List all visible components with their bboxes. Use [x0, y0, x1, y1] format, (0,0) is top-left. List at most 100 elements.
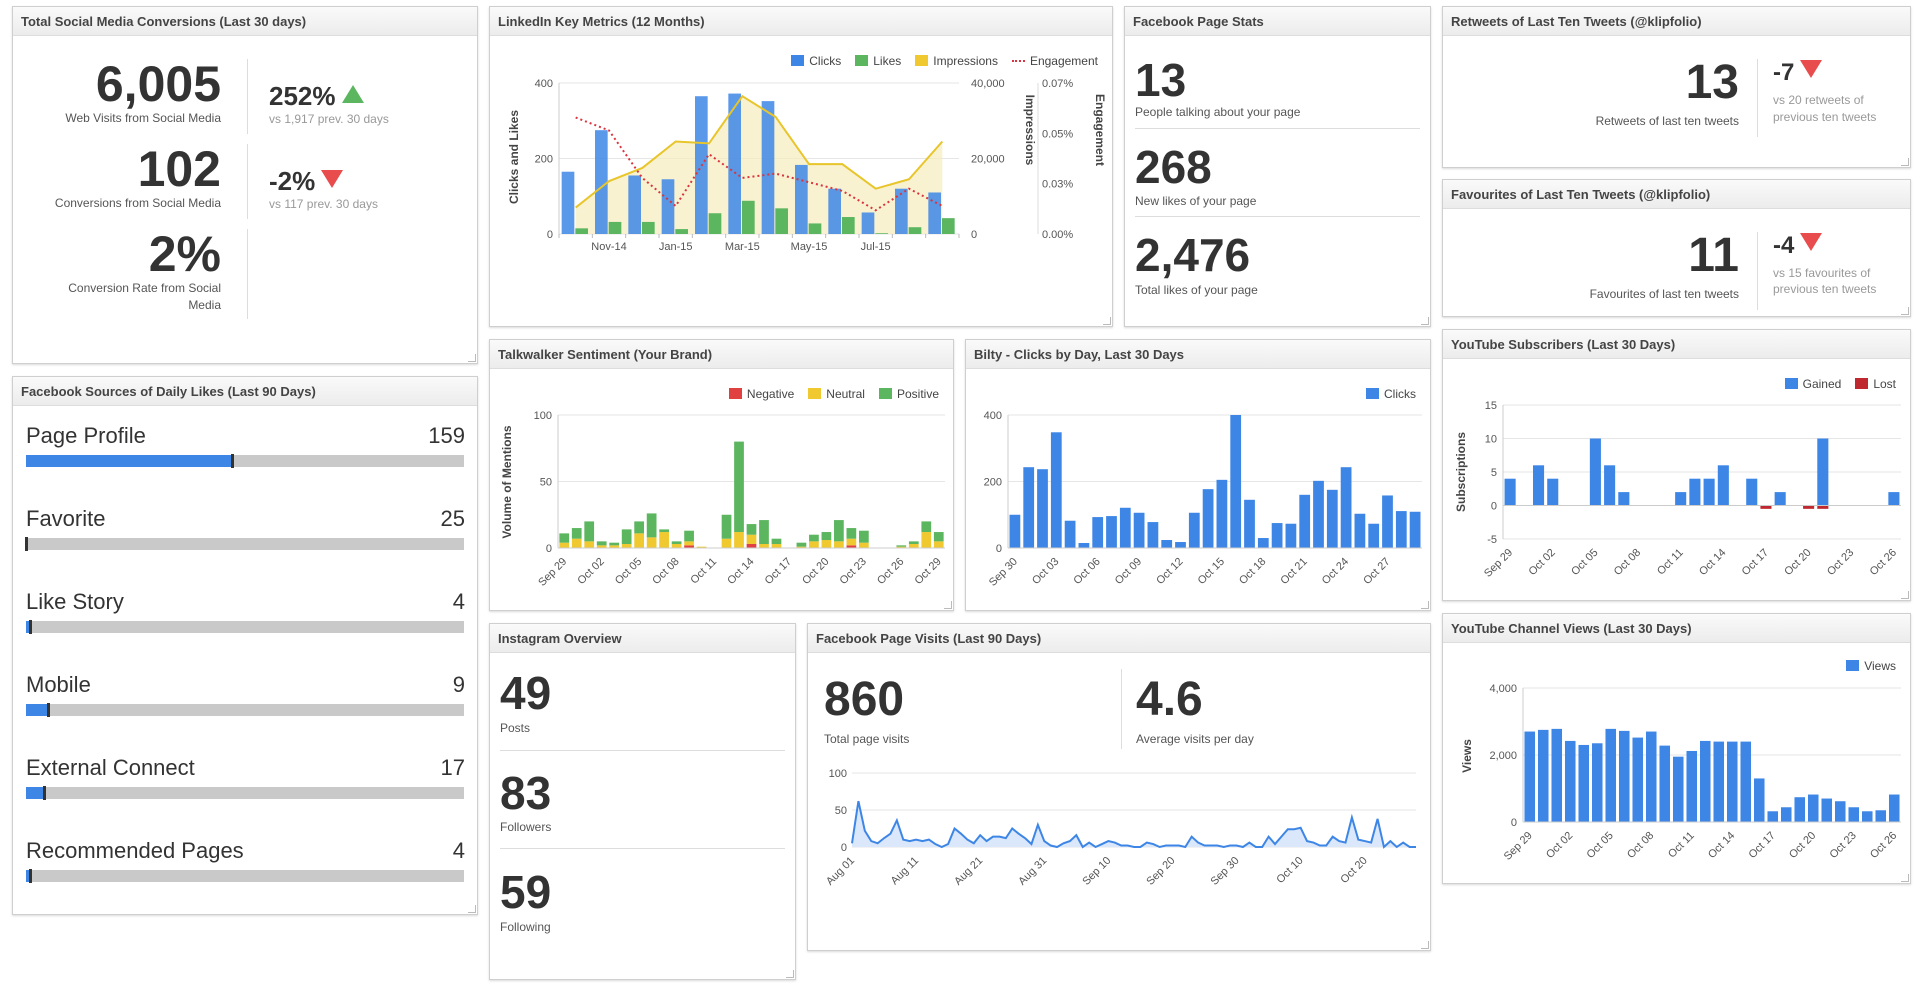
down-arrow-icon: [321, 170, 344, 188]
bar-neutral: [771, 544, 782, 548]
bar-views: [1740, 741, 1752, 822]
divider: [247, 144, 248, 219]
delta-value: -4: [1773, 232, 1795, 259]
bar-neutral: [809, 541, 819, 548]
resize-handle[interactable]: [1421, 317, 1429, 325]
resize-handle[interactable]: [1901, 158, 1909, 166]
bar-clicks: [795, 164, 808, 234]
conversions-label: Conversions from Social Media: [54, 196, 221, 210]
y3-tick-label: 0.07%: [1042, 78, 1073, 90]
bar-neutral: [596, 545, 607, 548]
bar-positive: [734, 441, 744, 533]
bar-positive: [571, 528, 582, 539]
x-tick-label: Oct 17: [1746, 830, 1777, 861]
x-tick-label: Oct 14: [1697, 547, 1728, 578]
bar-negative: [684, 545, 694, 548]
bar-clicks: [1285, 523, 1297, 548]
panel-title: Facebook Page Stats: [1125, 7, 1430, 36]
source-row: Page Profile 159: [13, 423, 479, 483]
y-tick-label: 5: [1491, 467, 1497, 479]
bar-clicks: [595, 130, 608, 234]
resize-handle[interactable]: [1103, 317, 1111, 325]
new-likes-value: 268: [1135, 141, 1212, 193]
bar-views: [1537, 729, 1549, 822]
fb-visits-panel: Facebook Page Visits (Last 90 Days) 860 …: [807, 623, 1431, 951]
bitly-chart: 0 200 400 Sep 30 Oct 03 Oct 06 Oct 09 Oct 12 Oct…: [984, 410, 1422, 589]
bar-views: [1699, 740, 1711, 822]
x-tick-label: Oct 05: [613, 556, 644, 587]
resize-handle[interactable]: [1421, 601, 1429, 609]
x-tick-label: Sep 30: [987, 556, 1020, 589]
fb-stats-panel: Facebook Page Stats 13 People talking ab…: [1124, 6, 1431, 327]
y-tick-label: 200: [535, 154, 553, 166]
bar-neutral: [796, 546, 807, 548]
bar-clicks: [928, 192, 941, 234]
x-tick-label: Oct 02: [575, 556, 606, 587]
bar-neutral: [896, 546, 907, 548]
resize-handle[interactable]: [944, 601, 952, 609]
bar-views: [1713, 741, 1725, 822]
y-tick-label: 50: [835, 805, 847, 817]
x-tick-label: Oct 02: [1544, 830, 1575, 861]
bar-gained: [1547, 478, 1559, 506]
bar-likes: [808, 223, 822, 234]
bar-likes: [575, 228, 588, 234]
bar-clicks: [1106, 516, 1117, 548]
x-tick-label: Oct 23: [1825, 547, 1856, 578]
yt-subscribers-panel: YouTube Subscribers (Last 30 Days) Gaine…: [1442, 329, 1911, 601]
bar-views: [1861, 811, 1873, 822]
source-progress-bar: [26, 620, 464, 634]
progress-marker: [42, 786, 46, 800]
favourites-compare-1: vs 15 favourites of: [1773, 266, 1871, 280]
x-tick-label: Oct 17: [1740, 547, 1771, 578]
y-tick-label: 100: [534, 410, 552, 422]
resize-handle[interactable]: [1901, 591, 1909, 599]
bar-views: [1726, 741, 1738, 822]
linkedin-panel: LinkedIn Key Metrics (12 Months) Clicks …: [489, 6, 1113, 327]
x-tick-label: Oct 03: [1030, 556, 1061, 587]
conversion-rate-label-2: Media: [188, 298, 221, 312]
source-progress-bar: [26, 786, 464, 800]
delta-value: -7: [1773, 59, 1795, 86]
bar-gained: [1717, 465, 1729, 506]
resize-handle[interactable]: [468, 905, 476, 913]
conversions-panel: Total Social Media Conversions (Last 30 …: [12, 6, 478, 364]
bar-neutral: [721, 538, 732, 548]
source-value: 4: [452, 838, 465, 863]
bar-lost: [1803, 505, 1815, 509]
retweets-delta: -7: [1773, 59, 1823, 87]
retweets-compare-2: previous ten tweets: [1773, 110, 1877, 124]
chart-legend: Negative Neutral Positive: [728, 387, 939, 401]
divider: [1757, 232, 1758, 310]
bar-gained: [1774, 492, 1786, 506]
progress-marker: [29, 620, 33, 634]
progress-marker: [29, 869, 33, 883]
resize-handle[interactable]: [1421, 941, 1429, 949]
bar-positive: [634, 521, 645, 534]
retweets-label: Retweets of last ten tweets: [1595, 114, 1739, 128]
bar-clicks: [561, 171, 575, 234]
bar-views: [1551, 728, 1563, 822]
bar-positive: [759, 520, 769, 545]
bar-neutral: [921, 532, 932, 548]
avg-visits-label: Average visits per day: [1136, 732, 1254, 746]
yt-views-panel: YouTube Channel Views (Last 30 Days) Vie…: [1442, 613, 1911, 884]
linkedin-chart: 0 200 400 Nov-14 Jan-15 Mar-15 May-15 Jul-15 0 20…: [535, 78, 1074, 253]
bar-neutral: [908, 544, 919, 548]
x-tick-label: May-15: [791, 241, 828, 253]
bar-clicks: [1202, 489, 1214, 548]
x-tick-label: Oct 05: [1569, 547, 1600, 578]
bar-positive: [821, 532, 832, 541]
legend-clicks: Clicks: [791, 54, 841, 68]
source-progress-bar: [26, 454, 464, 468]
resize-handle[interactable]: [1901, 874, 1909, 882]
resize-handle[interactable]: [786, 970, 794, 978]
retweets-panel: Retweets of Last Ten Tweets (@klipfolio)…: [1442, 6, 1911, 168]
bar-positive: [858, 530, 869, 543]
source-label: External Connect: [26, 755, 195, 780]
talkwalker-panel: Talkwalker Sentiment (Your Brand) Negati…: [489, 339, 954, 611]
resize-handle[interactable]: [468, 354, 476, 362]
bar-views: [1605, 728, 1617, 822]
retweets-compare-1: vs 20 retweets of: [1773, 93, 1864, 107]
resize-handle[interactable]: [1901, 307, 1909, 315]
